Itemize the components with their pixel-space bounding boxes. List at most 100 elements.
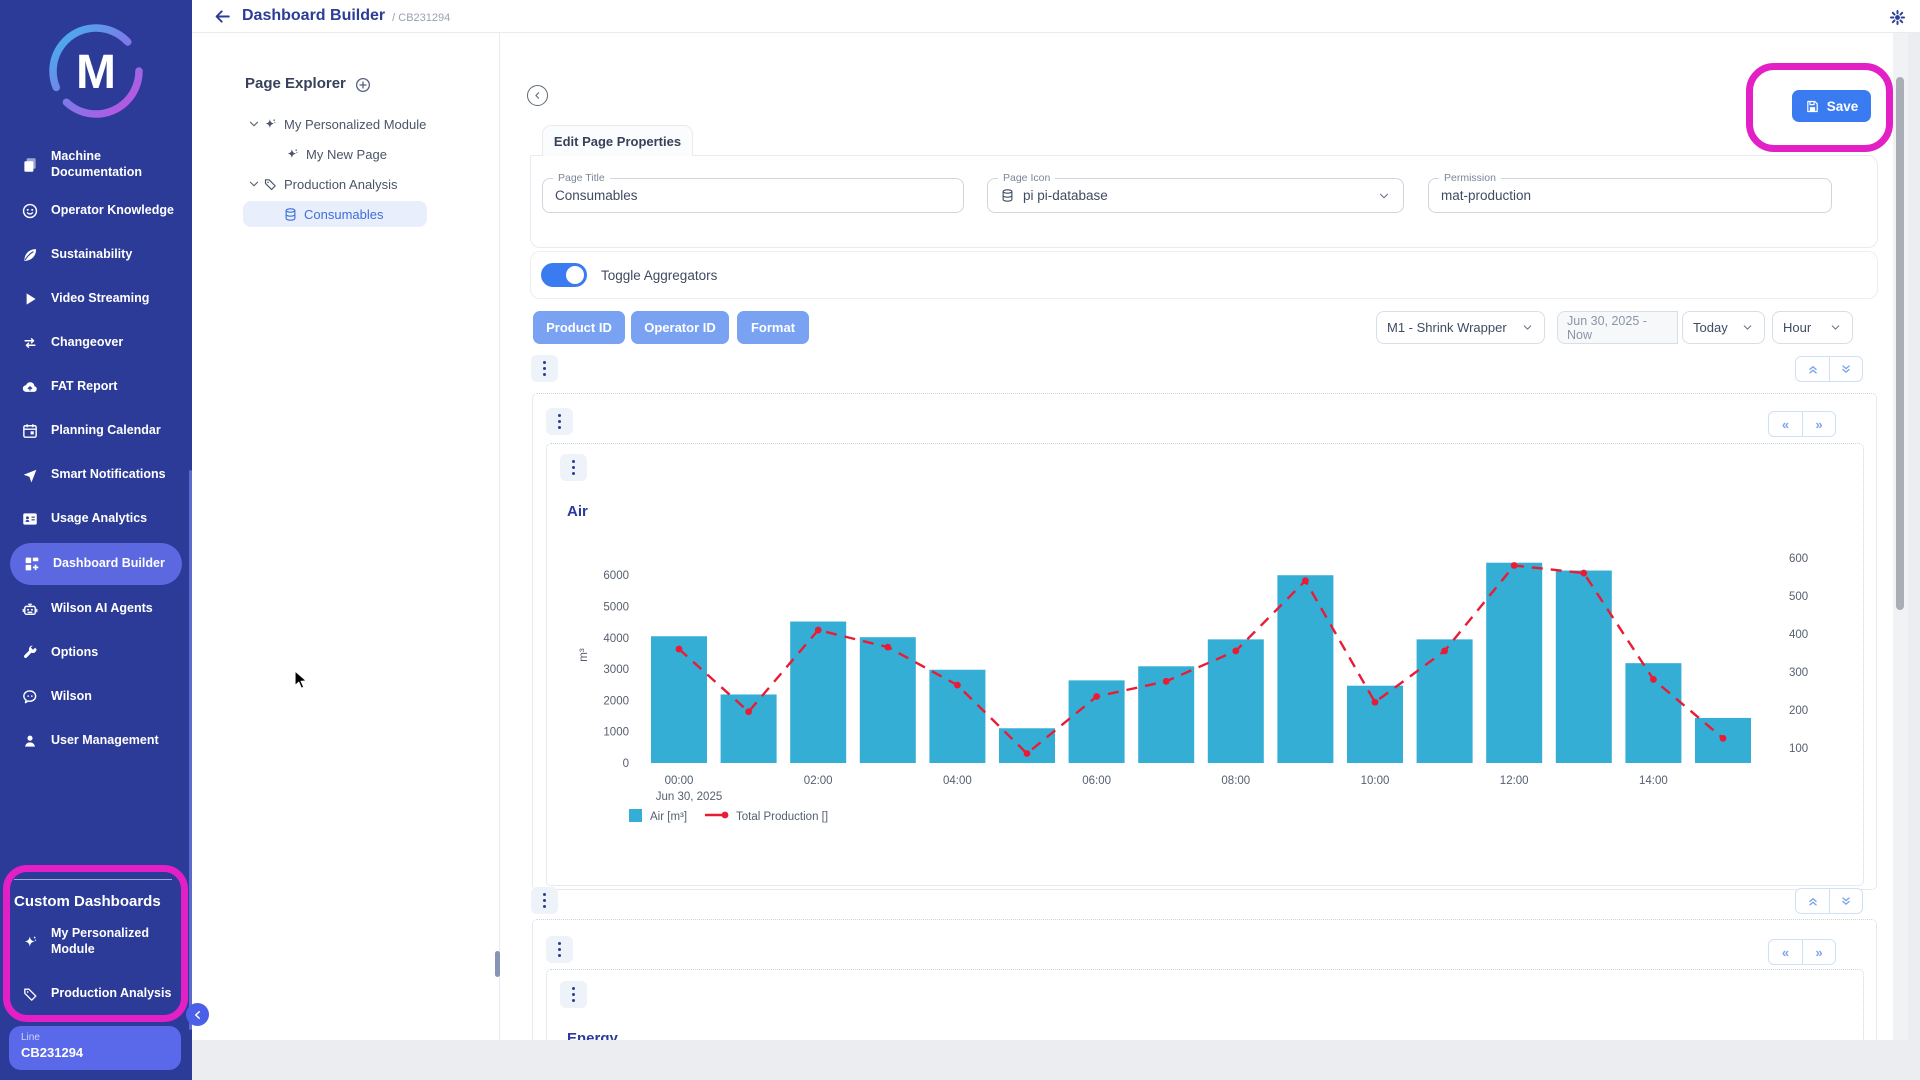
air-chart-svg: 0 1000 2000 3000 4000 5000 6000 m³ 100 200 300 400 5… xyxy=(578,553,1808,823)
svg-text:12:00: 12:00 xyxy=(1500,775,1529,787)
edit-page-properties-tab[interactable]: Edit Page Properties xyxy=(542,125,693,156)
sidebar-item-label: Dashboard Builder xyxy=(53,556,165,571)
page-title-field-label: Page Title xyxy=(553,172,610,184)
database-icon xyxy=(283,207,298,222)
chevron-left-icon xyxy=(192,1009,204,1021)
sidebar: M Machine Documentation Operator Knowledg… xyxy=(0,0,192,1080)
row2-menu-kebab-icon[interactable] xyxy=(531,887,558,914)
sidebar-item-video-streaming[interactable]: Video Streaming xyxy=(0,277,192,321)
sidebar-item-dashboard-builder[interactable]: Dashboard Builder xyxy=(10,543,182,586)
move-widget2-left-button[interactable]: « xyxy=(1781,944,1790,960)
svg-text:Total Production []: Total Production [] xyxy=(736,811,828,823)
svg-text:100: 100 xyxy=(1789,743,1808,755)
chart-menu-kebab-icon[interactable] xyxy=(560,454,587,481)
svg-text:500: 500 xyxy=(1789,591,1808,603)
operator-icon xyxy=(20,202,40,220)
chart2-menu-kebab-icon[interactable] xyxy=(560,981,587,1008)
chevron-down-icon[interactable] xyxy=(247,177,263,191)
row-menu-kebab-icon[interactable] xyxy=(531,355,558,382)
move-widget-right-button[interactable]: » xyxy=(1802,412,1835,436)
move-row2-up-button[interactable] xyxy=(1796,889,1829,913)
toggle-aggregators-switch[interactable] xyxy=(541,263,587,287)
tree-item-label: My Personalized Module xyxy=(284,116,427,132)
product-id-button[interactable]: Product ID xyxy=(533,311,625,344)
sidebar-scrollbar[interactable] xyxy=(189,470,192,1030)
move-row-down-button[interactable] xyxy=(1829,357,1862,381)
move-row-up-button[interactable] xyxy=(1796,357,1829,381)
sidebar-item-options[interactable]: Options xyxy=(0,631,192,675)
move-row2-down-button[interactable] xyxy=(1829,889,1862,913)
move-widget-left-button[interactable]: « xyxy=(1781,416,1790,432)
sidebar-collapse-button[interactable] xyxy=(186,1003,209,1026)
line-selector[interactable]: Line CB231294 xyxy=(9,1026,181,1070)
machine-select[interactable]: M1 - Shrink Wrapper xyxy=(1376,311,1545,344)
widget-menu-kebab-icon[interactable] xyxy=(546,408,573,435)
svg-text:m³: m³ xyxy=(578,648,590,662)
sidebar-item-smart-notifications[interactable]: Smart Notifications xyxy=(0,453,192,497)
sparkle-icon xyxy=(263,117,278,132)
chevron-down-icon xyxy=(1377,189,1391,203)
sidebar-item-planning-calendar[interactable]: Planning Calendar xyxy=(0,409,192,453)
custom-dashboard-label: Production Analysis xyxy=(51,986,172,1001)
sidebar-item-label: Smart Notifications xyxy=(51,467,166,482)
page-title-field[interactable]: Page Title Consumables xyxy=(542,172,964,213)
interval-select[interactable]: Hour xyxy=(1772,311,1853,344)
play-icon xyxy=(20,290,40,308)
gear-icon[interactable] xyxy=(1889,9,1906,26)
floppy-icon xyxy=(1805,99,1820,114)
sidebar-item-user-management[interactable]: User Management xyxy=(0,719,192,763)
custom-dashboard-my-personalized-module[interactable]: My Personalized Module xyxy=(0,916,190,968)
sidebar-item-changeover[interactable]: Changeover xyxy=(0,321,192,365)
chat-icon xyxy=(20,688,40,706)
panel-resize-handle[interactable] xyxy=(495,951,500,977)
wrench-icon xyxy=(20,644,40,662)
widget-row-container: « » Air 0 1000 2000 3000 4000 5000 6000 m³ 100 20… xyxy=(532,393,1877,890)
sidebar-item-label: Usage Analytics xyxy=(51,511,148,526)
operator-id-button[interactable]: Operator ID xyxy=(631,311,729,344)
preset-select[interactable]: Today xyxy=(1682,311,1765,344)
svg-text:14:00: 14:00 xyxy=(1639,775,1668,787)
sidebar-item-operator-knowledge[interactable]: Operator Knowledge xyxy=(0,189,192,233)
tree-item-my-personalized-module[interactable]: My Personalized Module xyxy=(192,111,500,137)
back-arrow-icon[interactable] xyxy=(213,7,232,26)
add-page-icon[interactable] xyxy=(354,76,372,94)
sidebar-item-label: User Management xyxy=(51,733,159,748)
collapse-properties-button[interactable] xyxy=(527,85,548,106)
sidebar-item-label: Planning Calendar xyxy=(51,423,161,438)
move-widget2-right-button[interactable]: » xyxy=(1802,940,1835,964)
breadcrumb: / CB231294 xyxy=(392,11,451,24)
sidebar-item-wilson-ai-agents[interactable]: Wilson AI Agents xyxy=(0,587,192,631)
permission-field[interactable]: Permission mat-production xyxy=(1428,172,1832,213)
page-scrollbar-handle[interactable] xyxy=(1896,77,1904,610)
save-button[interactable]: Save xyxy=(1792,90,1871,122)
tree-item-consumables[interactable]: Consumables xyxy=(243,201,427,227)
svg-text:4000: 4000 xyxy=(603,633,629,645)
sidebar-item-sustainability[interactable]: Sustainability xyxy=(0,233,192,277)
format-button[interactable]: Format xyxy=(737,311,809,344)
svg-text:1000: 1000 xyxy=(603,727,629,739)
custom-dashboard-production-analysis[interactable]: Production Analysis xyxy=(0,968,190,1020)
chevron-down-icon[interactable] xyxy=(247,117,263,131)
sidebar-item-machine-documentation[interactable]: Machine Documentation xyxy=(0,140,192,189)
widget2-menu-kebab-icon[interactable] xyxy=(546,936,573,963)
chart2-slot-container: Energy xyxy=(546,969,1864,1040)
page-title-field-value: Consumables xyxy=(555,188,638,203)
save-button-label: Save xyxy=(1826,98,1859,114)
page-scrollbar[interactable] xyxy=(1893,33,1908,1040)
custom-dashboards-list: My Personalized Module Production Analysi… xyxy=(0,916,190,1020)
tree-item-production-analysis[interactable]: Production Analysis xyxy=(192,171,500,197)
sidebar-item-label: Wilson xyxy=(51,689,92,704)
svg-text:Jun 30, 2025: Jun 30, 2025 xyxy=(656,791,723,803)
sidebar-item-usage-analytics[interactable]: Usage Analytics xyxy=(0,497,192,541)
robot-icon xyxy=(20,600,40,618)
page-icon-field[interactable]: Page Icon pi pi-database xyxy=(987,172,1404,213)
sparkle-icon xyxy=(285,147,300,162)
sidebar-item-fat-report[interactable]: FAT Report xyxy=(0,365,192,409)
widget2-move-buttons: « » xyxy=(1768,939,1836,965)
leaf-icon xyxy=(20,246,40,264)
chevron-down-icon xyxy=(1521,321,1534,334)
svg-text:04:00: 04:00 xyxy=(943,775,972,787)
date-range-input[interactable]: Jun 30, 2025 - Now xyxy=(1557,311,1678,344)
tree-item-my-new-page[interactable]: My New Page xyxy=(192,141,500,167)
sidebar-item-wilson[interactable]: Wilson xyxy=(0,675,192,719)
